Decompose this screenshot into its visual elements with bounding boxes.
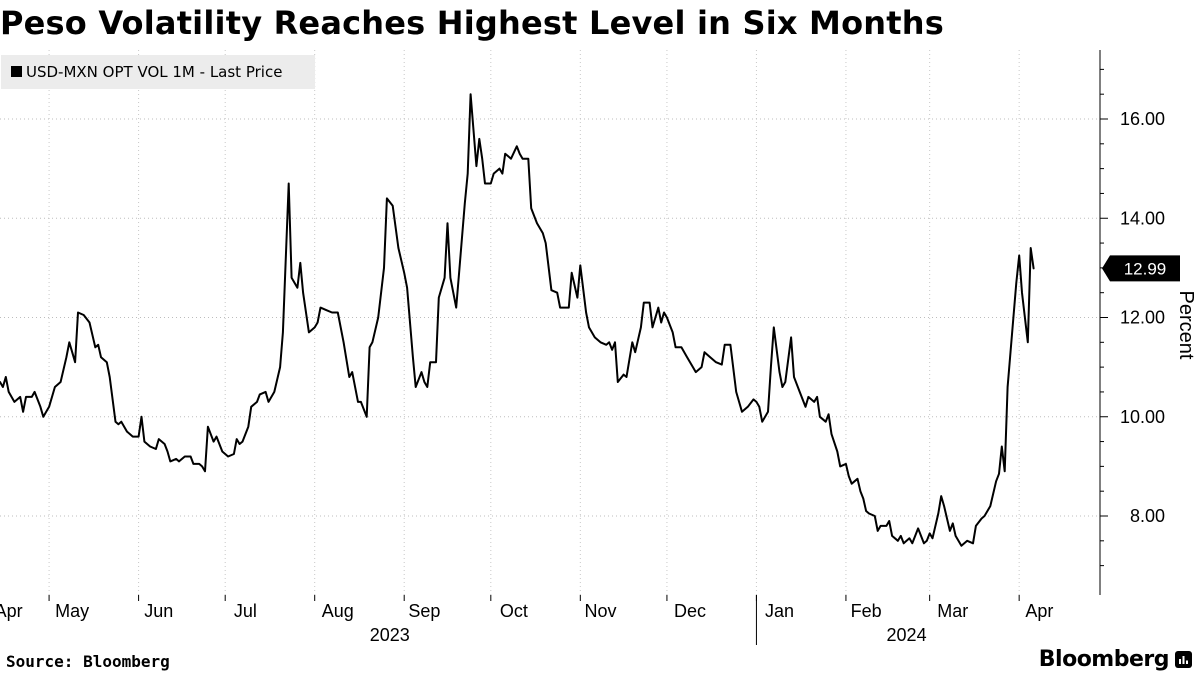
legend-swatch	[11, 66, 22, 77]
x-tick-label: Jan	[765, 601, 794, 621]
y-tick-label: 12.00	[1120, 308, 1165, 328]
series-line	[0, 93, 1035, 547]
x-tick-label: Jul	[234, 601, 257, 621]
x-tick-label: Feb	[851, 601, 882, 621]
last-value-callout: 12.99	[1102, 255, 1180, 282]
x-tick-label: Apr	[0, 601, 23, 621]
x-tick-label: Sep	[408, 601, 440, 621]
last-value-callout-bg	[1102, 255, 1180, 282]
x-tick-label: Dec	[674, 601, 706, 621]
x-tick-label: May	[55, 601, 89, 621]
x-tick-label: Aug	[322, 601, 354, 621]
x-year-label: 2024	[887, 625, 927, 645]
y-axis-title: Percent	[1175, 291, 1197, 360]
brand: Bloomberg	[1039, 647, 1192, 672]
x-axis: Apr May Jun Jul Aug Sep Oct Nov Dec Jan Feb Mar Apr 2…	[0, 595, 1053, 645]
last-value-label: 12.99	[1124, 259, 1167, 278]
y-tick-label: 14.00	[1120, 208, 1165, 228]
legend-box	[1, 55, 315, 89]
y-axis: 8.00 10.00 12.00 14.00 16.00	[1099, 50, 1165, 595]
x-tick-label: Jun	[144, 601, 173, 621]
legend: USD-MXN OPT VOL 1M - Last Price	[1, 55, 315, 89]
legend-entry: USD-MXN OPT VOL 1M - Last Price	[26, 63, 282, 81]
source-note: Source: Bloomberg	[6, 652, 170, 671]
x-tick-label: Mar	[937, 601, 968, 621]
y-tick-label: 16.00	[1120, 109, 1165, 129]
brand-wordmark: Bloomberg	[1038, 647, 1170, 672]
gridlines	[0, 50, 1100, 595]
x-tick-label: Apr	[1025, 601, 1053, 621]
x-year-label: 2023	[370, 625, 410, 645]
chart-title: Peso Volatility Reaches Highest Level in…	[0, 4, 944, 42]
x-tick-label: Nov	[585, 601, 617, 621]
y-tick-label: 10.00	[1120, 407, 1165, 427]
y-tick-label: 8.00	[1130, 506, 1165, 526]
series-layer	[0, 93, 1035, 547]
bloomberg-terminal-icon	[1175, 651, 1192, 668]
x-tick-label: Oct	[500, 601, 528, 621]
